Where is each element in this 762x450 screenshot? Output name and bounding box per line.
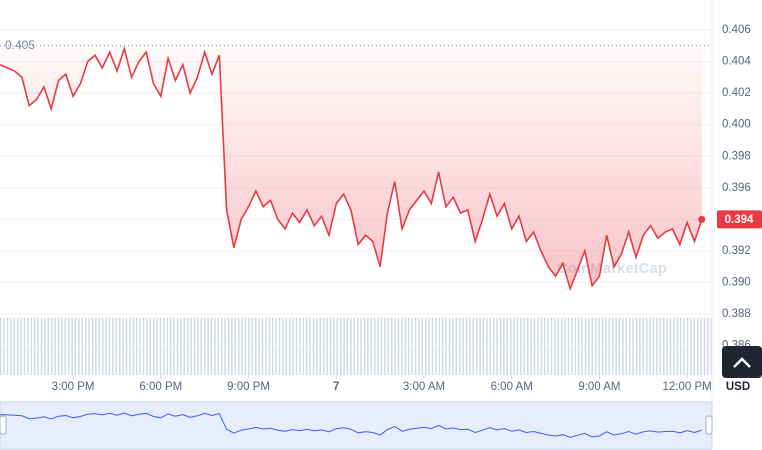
price-area bbox=[0, 45, 702, 289]
currency-label: USD bbox=[726, 381, 750, 393]
volume-bars bbox=[0, 318, 712, 375]
watermark: CoinMarketCap bbox=[557, 260, 667, 277]
x-tick-label: 7 bbox=[333, 381, 339, 393]
x-tick-label: 3:00 PM bbox=[52, 381, 95, 393]
last-point bbox=[698, 215, 706, 223]
scroll-top-button[interactable] bbox=[722, 346, 762, 378]
price-tag-label: 0.394 bbox=[725, 214, 754, 226]
price-tag bbox=[717, 210, 762, 229]
navigator-handle[interactable] bbox=[705, 415, 713, 435]
x-tick-label: 6:00 AM bbox=[491, 381, 533, 393]
x-tick-label: 6:00 PM bbox=[139, 381, 182, 393]
navigator-line bbox=[0, 412, 702, 438]
y-tick-label: 0.398 bbox=[722, 150, 751, 162]
y-tick-label: 0.396 bbox=[722, 182, 751, 194]
y-tick-label: 0.400 bbox=[722, 119, 751, 131]
y-tick-label: 0.388 bbox=[722, 308, 751, 320]
chevron-icon bbox=[733, 357, 751, 368]
price-line bbox=[0, 46, 703, 292]
y-tick-label: 0.390 bbox=[722, 277, 751, 289]
x-tick-label: 12:00 PM bbox=[663, 381, 712, 393]
y-tick-label: 0.402 bbox=[722, 87, 751, 99]
x-tick-label: 3:00 AM bbox=[403, 381, 445, 393]
x-tick-label: 9:00 PM bbox=[227, 381, 270, 393]
x-tick-label: 9:00 AM bbox=[578, 381, 620, 393]
navigator[interactable] bbox=[0, 401, 713, 450]
navigator-handle[interactable] bbox=[0, 415, 7, 435]
y-tick-label: 0.406 bbox=[722, 24, 751, 36]
reference-label: 0.405 bbox=[5, 38, 35, 52]
y-tick-label: 0.392 bbox=[722, 245, 751, 257]
y-tick-label: 0.404 bbox=[722, 56, 751, 68]
